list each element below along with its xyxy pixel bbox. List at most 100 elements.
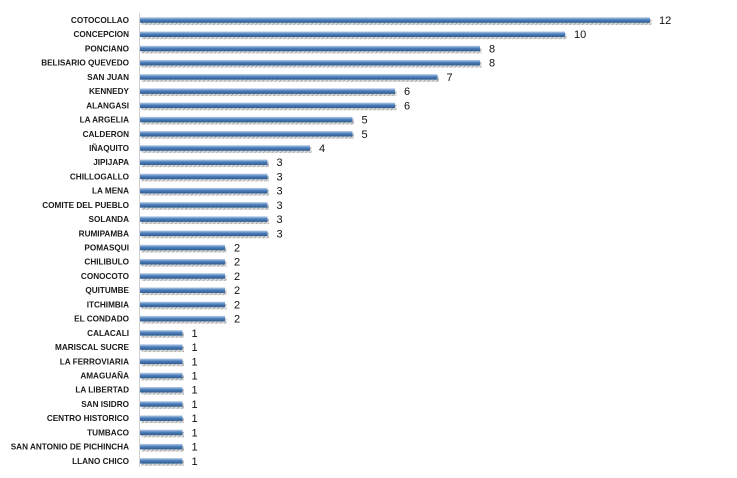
bar bbox=[140, 216, 268, 222]
value-label: 10 bbox=[574, 29, 586, 41]
bar bbox=[140, 173, 268, 180]
bar bbox=[140, 88, 395, 94]
category-label: CHILLOGALLO bbox=[70, 172, 130, 181]
category-label: LA MENA bbox=[92, 187, 129, 196]
value-label: 1 bbox=[192, 342, 198, 354]
category-label: RUMIPAMBA bbox=[79, 229, 129, 238]
category-label: KENNEDY bbox=[89, 87, 130, 96]
category-label: EL CONDADO bbox=[74, 315, 130, 324]
bar bbox=[140, 159, 268, 165]
value-label: 2 bbox=[234, 314, 240, 326]
category-label: CALACALI bbox=[87, 329, 129, 338]
bar bbox=[140, 244, 225, 251]
category-label: CHILIBULO bbox=[84, 258, 129, 267]
bar bbox=[140, 401, 183, 407]
category-label: AMAGUAÑA bbox=[80, 371, 129, 381]
value-label: 4 bbox=[319, 143, 325, 155]
category-label: ITCHIMBIA bbox=[87, 300, 129, 309]
value-label: 3 bbox=[277, 228, 283, 240]
category-label: CONCEPCION bbox=[74, 30, 130, 39]
bar bbox=[140, 116, 353, 123]
value-label: 2 bbox=[234, 271, 240, 283]
value-label: 2 bbox=[234, 285, 240, 297]
bar bbox=[140, 315, 225, 322]
bar bbox=[140, 273, 225, 279]
value-label: 3 bbox=[277, 171, 283, 183]
bar bbox=[140, 59, 480, 66]
value-label: 3 bbox=[277, 157, 283, 169]
value-label: 12 bbox=[659, 15, 671, 27]
category-label: LA LIBERTAD bbox=[75, 386, 129, 395]
bar bbox=[140, 45, 480, 52]
value-label: 1 bbox=[192, 385, 198, 397]
bar bbox=[140, 287, 225, 293]
category-labels-group: COTOCOLLAO CONCEPCION PONCIANO BELISARIO QU… bbox=[11, 16, 130, 466]
category-label: QUITUMBE bbox=[85, 286, 129, 295]
category-label: ALANGASI bbox=[86, 101, 129, 110]
category-label: TUMBACO bbox=[87, 428, 129, 437]
category-label: SOLANDA bbox=[89, 215, 130, 224]
bar bbox=[140, 358, 183, 365]
category-label: SAN JUAN bbox=[87, 73, 129, 82]
value-label: 1 bbox=[192, 371, 198, 383]
value-label: 1 bbox=[192, 399, 198, 411]
category-label: SAN ANTONIO DE PICHINCHA bbox=[11, 443, 129, 452]
value-label: 7 bbox=[447, 72, 453, 84]
category-label: JIPIJAPA bbox=[93, 158, 129, 167]
category-label: LA FERROVIARIA bbox=[60, 357, 129, 366]
category-label: SAN ISIDRO bbox=[81, 400, 129, 409]
bar bbox=[140, 102, 395, 109]
value-label: 8 bbox=[489, 58, 495, 70]
value-labels-group: 12 10 8 8 7 6 6 5 5 4 3 3 3 3 3 3 2 2 2 2 2 2 1 1 1 1 1 1 1 1 1 1 bbox=[192, 15, 672, 468]
value-label: 5 bbox=[362, 115, 368, 127]
value-label: 1 bbox=[192, 442, 198, 454]
value-label: 2 bbox=[234, 257, 240, 269]
bar bbox=[140, 31, 565, 37]
bar bbox=[140, 202, 268, 208]
value-label: 1 bbox=[192, 456, 198, 468]
bar bbox=[140, 344, 183, 350]
category-label: MARISCAL SUCRE bbox=[55, 343, 130, 352]
bar bbox=[140, 330, 183, 336]
category-label: COMITE DEL PUEBLO bbox=[42, 201, 129, 210]
category-label: LLANO CHICO bbox=[72, 457, 129, 466]
bar bbox=[140, 386, 183, 393]
bar bbox=[140, 301, 225, 308]
bar bbox=[140, 145, 310, 151]
bar bbox=[140, 230, 268, 237]
value-label: 3 bbox=[277, 214, 283, 226]
bar bbox=[140, 429, 183, 436]
bar bbox=[140, 443, 183, 450]
category-label: POMASQUI bbox=[84, 244, 129, 253]
bar bbox=[140, 415, 183, 421]
bar bbox=[140, 458, 183, 464]
value-label: 5 bbox=[362, 129, 368, 141]
category-label: LA ARGELIA bbox=[80, 116, 130, 125]
bar bbox=[140, 372, 183, 379]
category-label: COTOCOLLAO bbox=[71, 16, 130, 25]
value-label: 2 bbox=[234, 299, 240, 311]
value-label: 3 bbox=[277, 186, 283, 198]
value-label: 1 bbox=[192, 413, 198, 425]
value-label: 6 bbox=[404, 86, 410, 98]
bars-group bbox=[140, 17, 652, 466]
bar bbox=[140, 258, 225, 265]
value-label: 3 bbox=[277, 200, 283, 212]
value-label: 1 bbox=[192, 356, 198, 368]
category-label: CALDERON bbox=[83, 130, 129, 139]
bar bbox=[140, 74, 438, 80]
value-label: 1 bbox=[192, 427, 198, 439]
category-label: CONOCOTO bbox=[81, 272, 130, 281]
value-label: 1 bbox=[192, 328, 198, 340]
bar bbox=[140, 17, 650, 23]
value-label: 6 bbox=[404, 100, 410, 112]
bar bbox=[140, 131, 353, 137]
category-label: IÑAQUITO bbox=[89, 143, 130, 153]
value-label: 2 bbox=[234, 243, 240, 255]
category-label: BELISARIO QUEVEDO bbox=[41, 59, 129, 68]
value-label: 8 bbox=[489, 43, 495, 55]
category-label: CENTRO HISTORICO bbox=[47, 414, 130, 423]
bar bbox=[140, 187, 268, 194]
category-label: PONCIANO bbox=[85, 44, 130, 53]
